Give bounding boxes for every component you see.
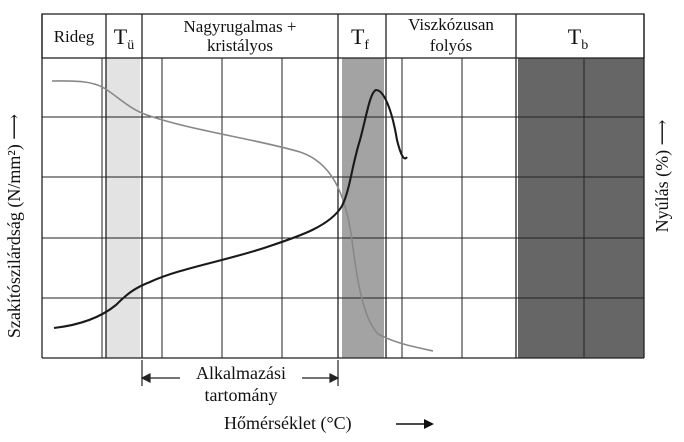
application-range-line1: Alkalmazási [196,363,286,383]
header-viszko-line2: folyós [430,36,473,55]
y-axis-right-label: Nyúlás (%) ⟶ [652,119,673,232]
header-tb-sub: b [581,38,588,53]
application-range-label-bg [180,360,302,384]
plot-frame [41,14,645,359]
header-tf-main: T [351,24,365,49]
header-tf-sub: f [364,38,369,53]
strength-curve [51,80,434,352]
header-viszko-line1: Viszkózusan [408,15,494,34]
x-axis-label: Hőmérséklet (°C) [224,413,352,434]
elongation-curve [53,88,408,330]
header-tu: Tü [114,24,134,53]
tb-band [518,58,644,358]
header-tu-sub: ü [127,38,134,53]
header-rideg: Rideg [54,27,95,46]
y-axis-left-label: Szakítószilárdság (N/mm²) ⟶ [4,114,25,338]
header-nagyrugalmas-line2: kristályos [207,36,273,55]
header-nagyrugalmas-line1: Nagyrugalmas + [184,17,297,36]
tu-band [106,58,140,358]
application-range-line2: tartomány [205,385,278,405]
header-tb: Tb [568,24,588,53]
header-tf: Tf [351,24,369,53]
header-tu-main: T [114,24,128,49]
x-axis-arrow-icon [396,419,434,429]
header-tb-main: T [568,24,582,49]
tf-band [342,58,384,358]
